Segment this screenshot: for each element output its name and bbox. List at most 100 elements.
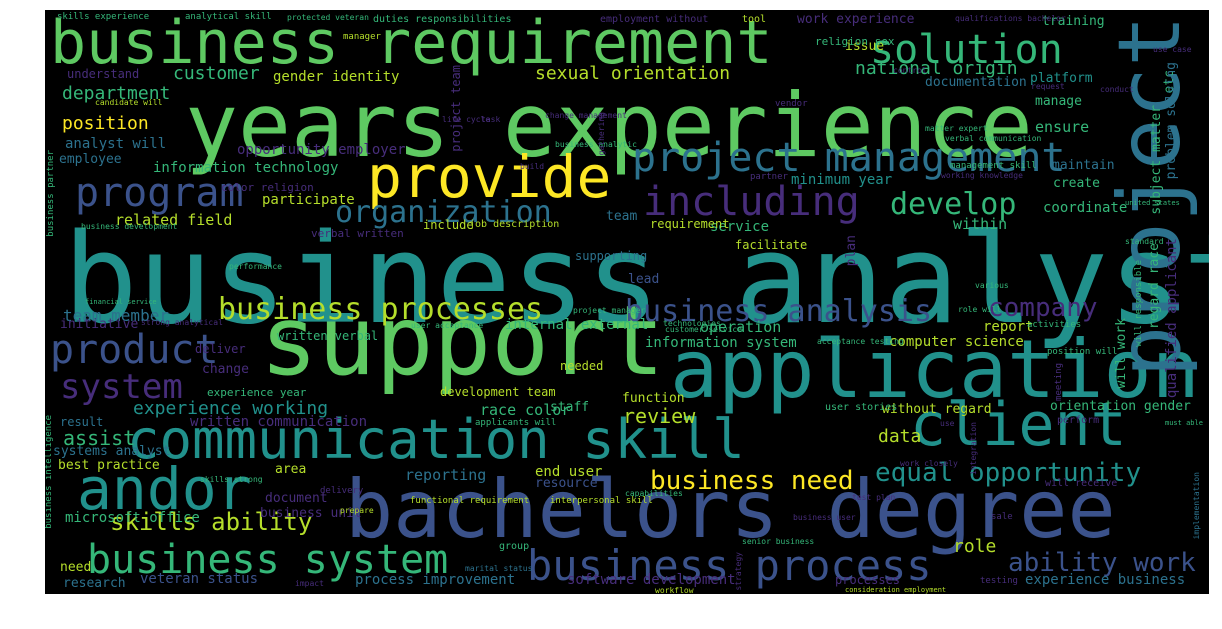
word-testing: testing <box>980 576 1018 586</box>
word-bachelors-degree: bachelors degree <box>345 463 1116 556</box>
word-will-receive: will receive <box>1045 478 1118 489</box>
word-position-will: position will <box>1047 347 1118 357</box>
word-strong-analytical: strong analytical <box>141 318 223 327</box>
word-sale: sale <box>991 512 1013 522</box>
word-systems-analyst: systems analyst <box>53 444 171 459</box>
word-communication-skill: communication skill <box>127 408 745 471</box>
word-matter-expert: matter expert <box>925 124 988 133</box>
word-project-team: project team <box>449 65 463 152</box>
word-include: include <box>423 218 474 232</box>
word-build: build <box>520 162 545 171</box>
word-activities: activities <box>1027 320 1082 330</box>
word-integration: integration <box>969 422 978 475</box>
word-employment-without: employment without <box>600 14 709 25</box>
word-documentation: documentation <box>925 75 1027 90</box>
word-analyst-will: analyst will <box>65 136 167 152</box>
word-workflow: workflow <box>655 586 694 595</box>
word-customer: customer <box>173 63 260 84</box>
word-need: need <box>60 560 92 575</box>
word-protected-veteran: protected veteran <box>287 13 369 22</box>
word-function: function <box>622 391 685 406</box>
word-business-system: business system <box>87 537 449 583</box>
word-computer-science: computer science <box>889 334 1024 350</box>
word-marital-status: marital status <box>465 564 533 573</box>
word-project-manager: project manager <box>573 306 646 315</box>
word-skills-ability: skills ability <box>110 508 313 536</box>
word-control: control <box>893 66 927 75</box>
word-maintain: maintain <box>1052 158 1115 173</box>
word-end-user: end user <box>535 464 603 480</box>
word-use: use <box>940 419 955 428</box>
word-national-origin: national origin <box>855 58 1018 79</box>
word-performance: performance <box>229 262 282 271</box>
word-minimum-year: minimum year <box>791 172 893 188</box>
word-tool: tool <box>742 14 767 25</box>
word-cloud-canvas: business analyst years experience support b… <box>45 10 1209 594</box>
word-best-practice: best practice <box>58 458 160 473</box>
word-team: team <box>606 209 638 224</box>
word-years-experience: years experience <box>185 74 1033 177</box>
word-without-regard: without regard <box>882 402 992 417</box>
word-team-member: team member <box>63 306 169 325</box>
word-service: service <box>710 219 770 235</box>
word-financial-service: financial service <box>85 298 157 306</box>
word-duties-responsibilities: duties responsibilities <box>373 14 512 25</box>
word-plan: plan <box>844 235 859 267</box>
word-problem-solving: problem solving <box>1164 62 1179 180</box>
word-software-development: software development <box>567 572 736 588</box>
word-business-requirement: business requirement <box>50 10 773 78</box>
word-position: position <box>62 113 149 134</box>
word-request: request <box>1031 82 1065 91</box>
word-vendor: vendor <box>775 99 808 109</box>
word-skills-experience: skills experience <box>57 12 150 22</box>
word-work-closely: work closely <box>900 459 958 468</box>
word-impact: impact <box>295 579 324 588</box>
word-deliver: deliver <box>195 342 246 356</box>
word-religion-sex: religion sex <box>815 35 895 48</box>
word-united-states: united states <box>1125 199 1180 207</box>
word-review: review <box>623 404 696 428</box>
word-develop: develop <box>890 187 1017 222</box>
word-sexual-orientation: sexual orientation <box>535 63 731 84</box>
word-change: change <box>202 362 249 377</box>
word-supporting: supporting <box>575 249 648 263</box>
word-consideration-employment: consideration employment <box>845 586 947 594</box>
word-role-will: role will <box>958 305 1002 314</box>
word-skills-strong: skills strong <box>200 475 263 484</box>
word-organization: organization <box>335 195 552 230</box>
word-client: client <box>910 390 1127 460</box>
word-within: within <box>953 215 1008 233</box>
word-business-analysis: business analysis <box>625 294 933 329</box>
word-lead: lead <box>628 272 660 287</box>
word-work-experience: work experience <box>797 12 915 27</box>
word-business-process: business process <box>527 541 932 590</box>
word-prepare: prepare <box>340 506 374 515</box>
word-functional-requirement: functional requirement <box>410 496 530 506</box>
word-partner: partner <box>750 172 788 182</box>
word-provide: provide <box>367 143 612 211</box>
word-various: various <box>975 281 1009 290</box>
word-delivery: delivery <box>320 486 364 496</box>
word-business-user: business user <box>793 513 856 522</box>
word-will-responsible: will responsible <box>1134 260 1144 347</box>
word-written-verbal: written verbal <box>277 329 379 343</box>
word-task: task <box>481 115 501 124</box>
word-product: product <box>50 327 219 373</box>
word-business-intelligence: business intelligence <box>45 415 54 529</box>
word-business-processes: business processes <box>218 292 544 327</box>
word-equal-opportunity: equal opportunity <box>875 458 1142 488</box>
word-information-system: information system <box>645 335 797 351</box>
word-requirement: requirement <box>650 217 730 231</box>
word-group: group <box>499 541 530 552</box>
word-user-acceptance: user acceptance <box>411 321 484 330</box>
word-experience-business: experience business <box>1025 572 1186 588</box>
word-technologies: technologies <box>663 319 721 328</box>
word-customer-service: customer service <box>665 325 743 334</box>
word-development-team: development team <box>440 385 556 399</box>
word-veteran-status: veteran status <box>140 571 259 587</box>
word-interpersonal-skill: interpersonal skill <box>550 496 653 506</box>
word-training: training <box>1042 14 1105 29</box>
word-experience-year: experience year <box>207 386 307 399</box>
word-opportunity-employer: opportunity employer <box>237 142 406 158</box>
word-acceptance-testing: acceptance testing <box>817 337 904 346</box>
